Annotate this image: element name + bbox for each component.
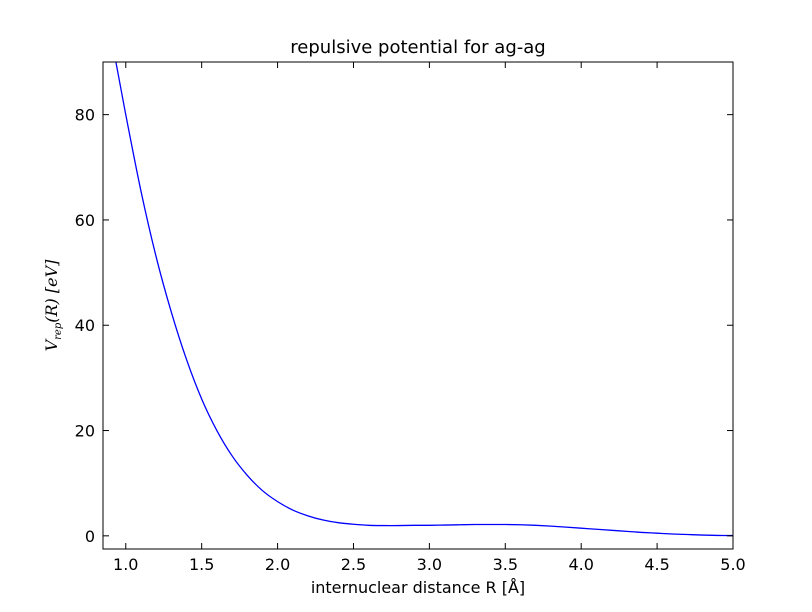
y-axis: 0 20 40 60 80 <box>75 106 733 546</box>
x-tick-label: 4.0 <box>568 555 593 574</box>
x-tick-label: 2.5 <box>341 555 366 574</box>
y-tick-label: 40 <box>75 316 95 335</box>
series-layer <box>115 62 733 537</box>
series-line-0 <box>115 62 733 537</box>
y-axis-label-subscript: rep <box>53 322 64 340</box>
x-tick-label: 1.5 <box>189 555 214 574</box>
y-tick-label: 0 <box>85 527 95 546</box>
x-axis: 1.0 1.5 2.0 2.5 3.0 3.5 4.0 4.5 5.0 <box>113 62 746 574</box>
x-tick-label: 1.0 <box>113 555 138 574</box>
y-tick-label: 80 <box>75 106 95 125</box>
x-axis-label: internuclear distance R [Å] <box>311 578 525 597</box>
y-tick-label: 20 <box>75 422 95 441</box>
x-tick-label: 5.0 <box>720 555 745 574</box>
plot-frame <box>102 61 734 550</box>
x-tick-label: 4.5 <box>644 555 669 574</box>
y-tick-label: 60 <box>75 211 95 230</box>
y-axis-label-rest: (R) [eV] <box>42 259 61 323</box>
y-axis-label: Vrep(R) [eV] <box>42 259 64 352</box>
y-axis-label-main: V <box>42 338 61 351</box>
x-tick-label: 2.0 <box>265 555 290 574</box>
chart-title: repulsive potential for ag-ag <box>290 37 545 58</box>
x-tick-label: 3.5 <box>493 555 518 574</box>
x-tick-label: 3.0 <box>417 555 442 574</box>
